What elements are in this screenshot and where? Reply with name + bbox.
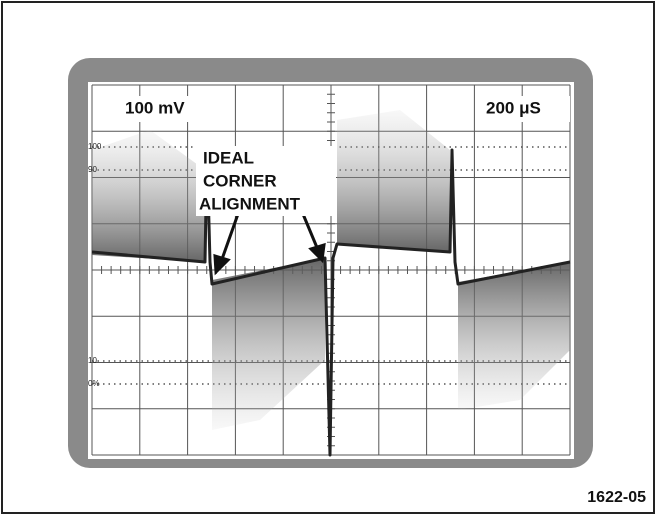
figure: 100 mV 200 μS IDEAL CORNER ALIGNMENT 100…	[0, 0, 657, 516]
annotation-line: IDEAL	[203, 148, 254, 167]
graticule-label: 90	[88, 165, 97, 174]
time-per-div: 200 μS	[486, 98, 541, 117]
annotation-line: ALIGNMENT	[199, 194, 301, 213]
graticule-label: 100	[88, 142, 102, 151]
volts-per-div: 100 mV	[125, 98, 185, 117]
graticule-label: 0%	[88, 379, 100, 388]
figure-id: 1622-05	[587, 489, 646, 506]
graticule-label: 10	[88, 356, 97, 365]
annotation-line: CORNER	[203, 171, 277, 190]
